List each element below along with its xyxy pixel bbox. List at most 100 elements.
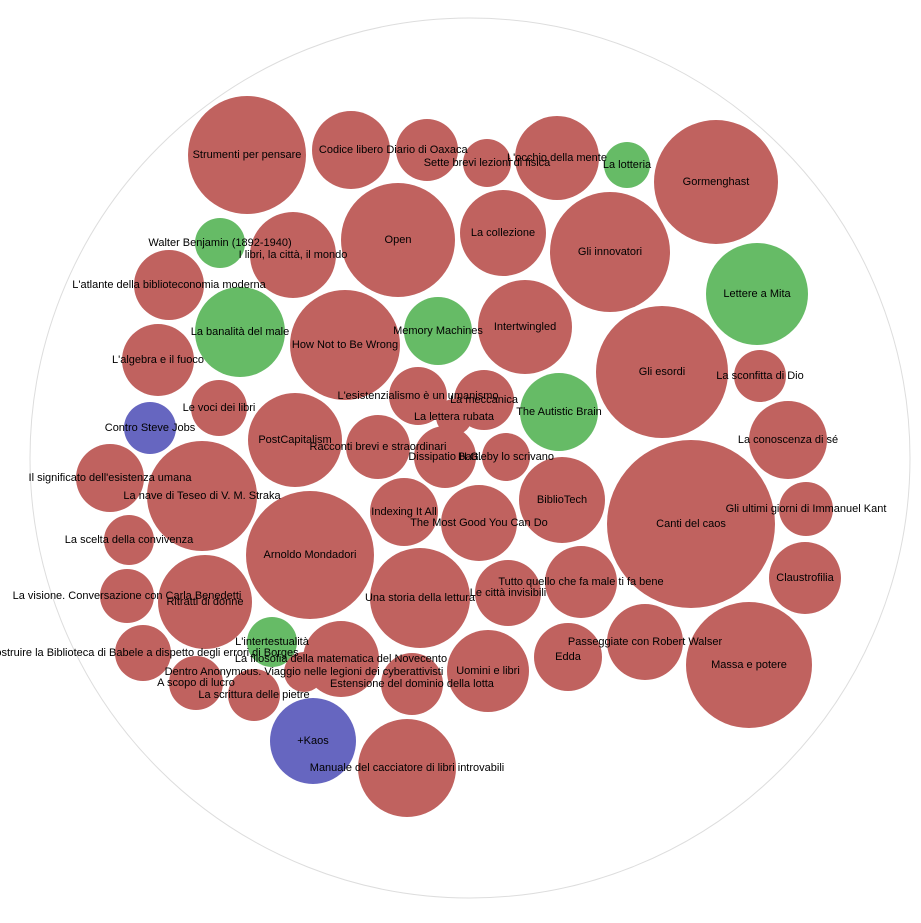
bubble-label: Tutto quello che fa male ti fa bene xyxy=(498,576,663,588)
bubble-label: L'intertestualità xyxy=(235,636,310,648)
bubble-label: La lettera rubata xyxy=(414,411,495,423)
bubble xyxy=(545,546,617,618)
bubble xyxy=(460,190,546,276)
bubble xyxy=(370,548,470,648)
bubble xyxy=(686,602,812,728)
bubble xyxy=(447,630,529,712)
bubble xyxy=(188,96,306,214)
bubble xyxy=(478,280,572,374)
bubble-label: L'atlante della biblioteconomia moderna xyxy=(72,279,266,291)
bubble xyxy=(195,218,245,268)
bubble xyxy=(515,116,599,200)
bubble-label: A scopo di lucro xyxy=(157,677,235,689)
bubble xyxy=(414,426,476,488)
bubble xyxy=(312,111,390,189)
bubble xyxy=(270,698,356,784)
bubble-label: Il significato dell'esistenza umana xyxy=(29,472,193,484)
bubble-label: Walter Benjamin (1892-1940) xyxy=(148,237,291,249)
bubble-label: Estensione del dominio della lotta xyxy=(330,678,495,690)
bubble xyxy=(734,350,786,402)
bubble xyxy=(290,290,400,400)
bubble-label: Gormenghast xyxy=(683,176,750,188)
bubble-label: Racconti brevi e straordinari xyxy=(310,441,447,453)
bubble-label: Memory Machines xyxy=(393,325,483,337)
bubble-label: Le città invisibili xyxy=(470,587,546,599)
bubble-label: Una storia della lettura xyxy=(365,592,476,604)
bubble-label: Sette brevi lezioni di fisica xyxy=(424,157,551,169)
bubble-label: Diario di Oaxaca xyxy=(386,144,468,156)
bubble xyxy=(134,250,204,320)
bubble-label: Claustrofilia xyxy=(776,572,834,584)
bubble-label: +Kaos xyxy=(297,735,329,747)
bubble xyxy=(248,393,342,487)
bubble-label: Le voci dei libri xyxy=(183,402,256,414)
bubble-label: Strumenti per pensare xyxy=(193,149,302,161)
bubble xyxy=(122,324,194,396)
bubble xyxy=(534,623,602,691)
bubble xyxy=(604,142,650,188)
bubble xyxy=(124,402,176,454)
bubble-label: I libri, la città, il mondo xyxy=(239,249,348,261)
bubble xyxy=(550,192,670,312)
bubble xyxy=(76,444,144,512)
bubble-label: Dentro Anonymous. Viaggio nelle legioni … xyxy=(165,666,444,678)
bubble xyxy=(381,653,443,715)
bubble-label: Bartleby lo scrivano xyxy=(458,451,554,463)
bubble-label: BiblioTech xyxy=(537,494,587,506)
bubble xyxy=(482,433,530,481)
bubble-label: La visione. Conversazione con Carla Bene… xyxy=(13,590,242,602)
bubble xyxy=(195,287,285,377)
bubble-label: Lettere a Mita xyxy=(723,288,791,300)
bubble xyxy=(706,243,808,345)
bubble xyxy=(769,542,841,614)
bubble-label: Ritratti di donne xyxy=(166,596,243,608)
bubble-label: La collezione xyxy=(471,227,535,239)
bubble-label: Manuale del cacciatore di libri introvab… xyxy=(310,762,504,774)
bubble xyxy=(370,478,438,546)
bubble xyxy=(779,482,833,536)
bubble-label: Passeggiate con Robert Walser xyxy=(568,636,723,648)
bubble xyxy=(228,669,280,721)
bubble-label: How Not to Be Wrong xyxy=(292,339,398,351)
bubble xyxy=(463,139,511,187)
bubble xyxy=(341,183,455,297)
bubble-label: Costruire la Biblioteca di Babele a disp… xyxy=(0,647,299,659)
bubble-label: La scrittura delle pietre xyxy=(198,689,309,701)
bubble xyxy=(104,515,154,565)
bubble xyxy=(115,625,171,681)
bubble-label: La lotteria xyxy=(603,159,652,171)
bubble xyxy=(389,367,447,425)
bubble-label: Arnoldo Mondadori xyxy=(264,549,357,561)
bubble xyxy=(100,569,154,623)
bubble xyxy=(749,401,827,479)
bubble-label: La conoscenza di sé xyxy=(738,434,838,446)
bubble xyxy=(158,555,252,649)
bubble-label: La banalità del male xyxy=(191,326,289,338)
bubble-label: The Most Good You Can Do xyxy=(410,517,548,529)
bubble-label: La sconfitta di Dio xyxy=(716,370,803,382)
bubble-label: The Autistic Brain xyxy=(516,406,602,418)
bubble-label: Gli innovatori xyxy=(578,246,642,258)
bubble-label: PostCapitalism xyxy=(258,434,331,446)
bubble-label: Canti del caos xyxy=(656,518,726,530)
bubble xyxy=(246,491,374,619)
bubble-label: Massa e potere xyxy=(711,659,787,671)
bubbles xyxy=(76,96,841,817)
bubble-label: Contro Steve Jobs xyxy=(105,422,196,434)
bubble xyxy=(284,652,324,692)
bubble xyxy=(607,440,775,608)
bubble-label: Gli ultimi giorni di Immanuel Kant xyxy=(726,503,887,515)
bubble xyxy=(520,373,598,451)
bubble-label: Codice libero xyxy=(319,144,383,156)
labels: Strumenti per pensare Codice libero Diario… xyxy=(0,144,886,774)
outer-circle xyxy=(29,17,911,899)
bubble xyxy=(596,306,728,438)
bubble xyxy=(519,457,605,543)
bubble-label: Uomini e libri xyxy=(456,665,520,677)
bubble xyxy=(346,415,410,479)
bubble-label: L'algebra e il fuoco xyxy=(112,354,204,366)
bubble xyxy=(441,485,517,561)
bubble-label: Intertwingled xyxy=(494,321,556,333)
bubble-label: La nave di Teseo di V. M. Straka xyxy=(123,490,281,502)
